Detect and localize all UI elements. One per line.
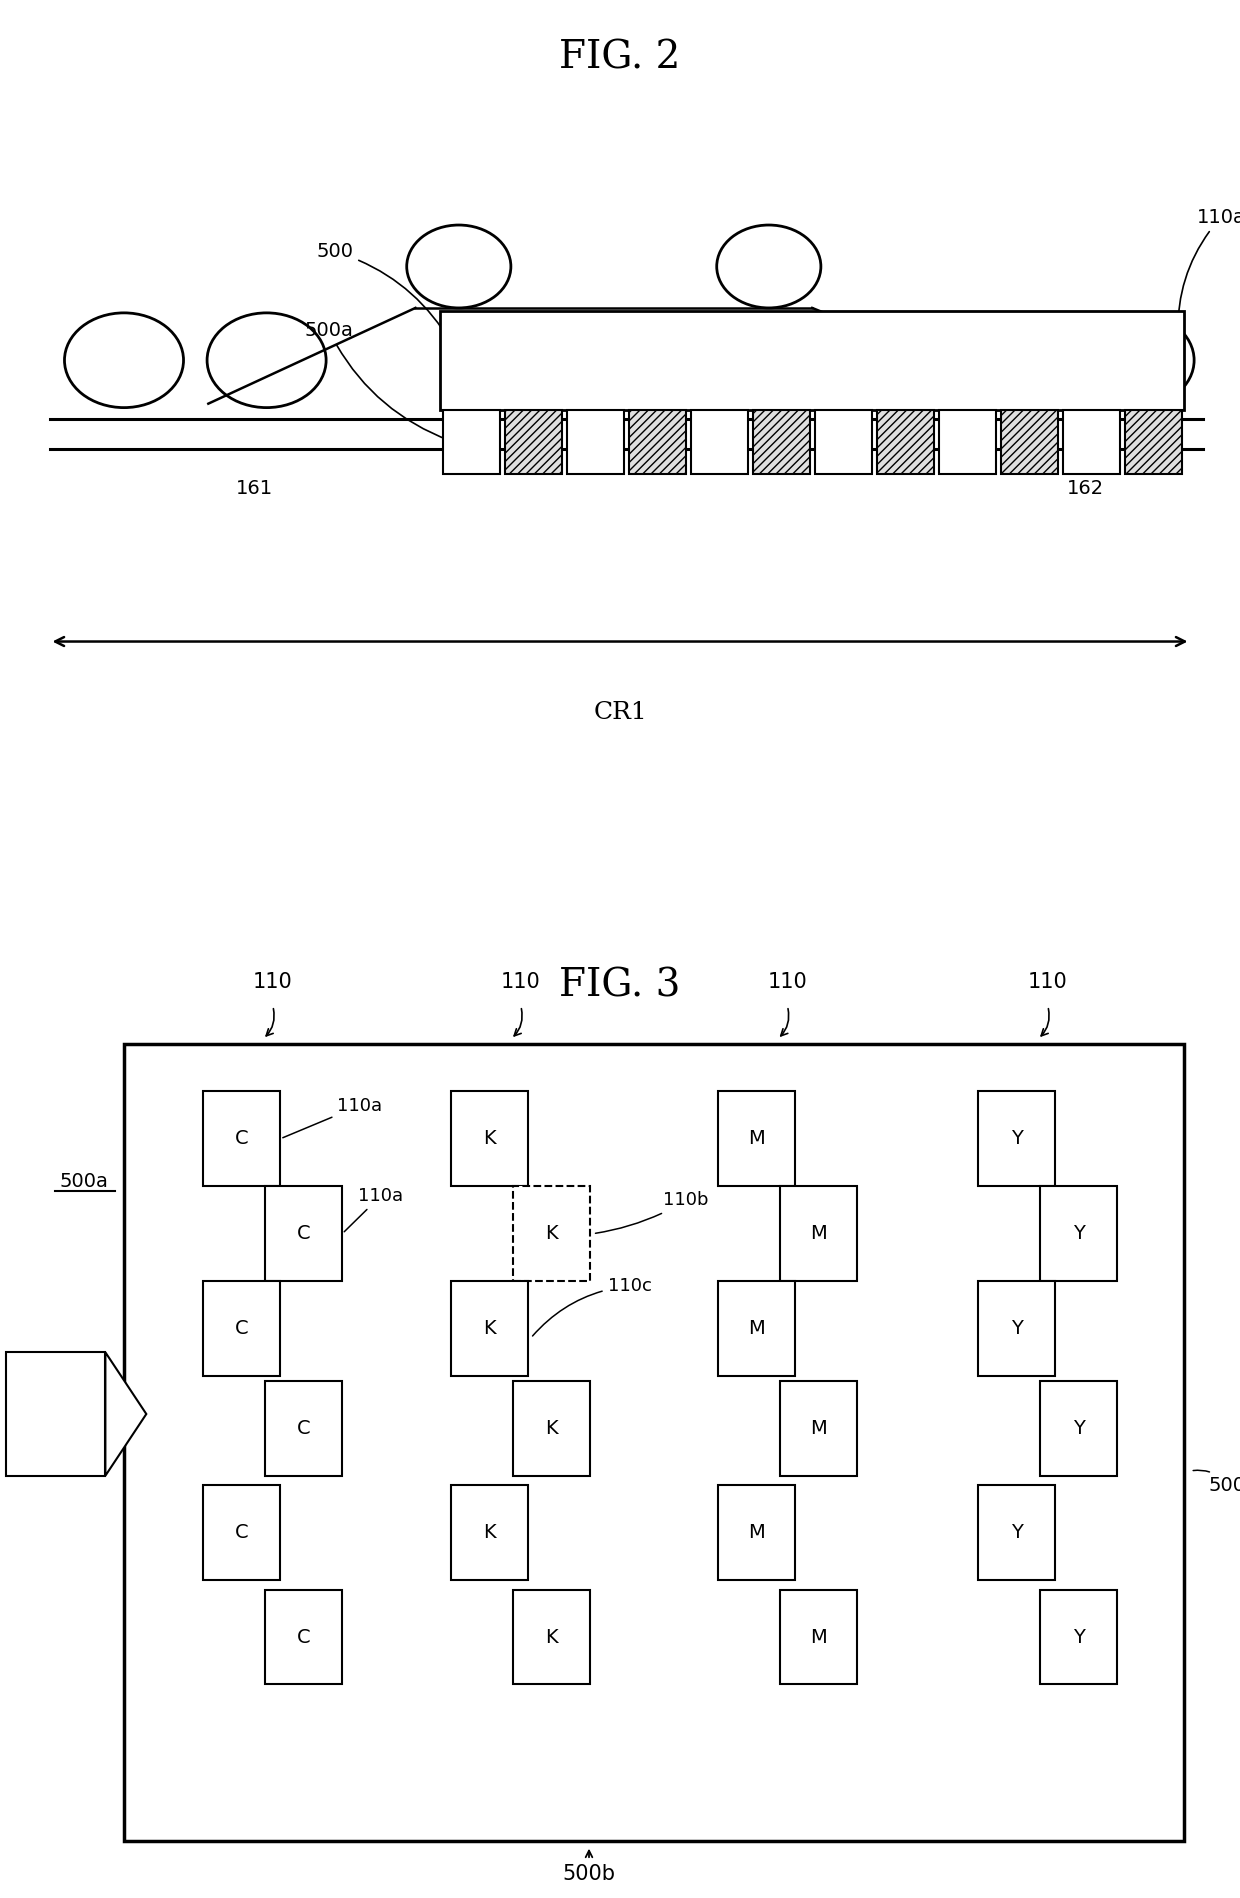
- Bar: [203, 1091, 280, 1186]
- Text: M: M: [810, 1224, 827, 1243]
- Text: Y: Y: [1011, 1522, 1023, 1543]
- Bar: [1040, 1186, 1117, 1281]
- Text: M: M: [748, 1129, 765, 1148]
- Text: C: C: [298, 1224, 310, 1243]
- Text: M: M: [810, 1418, 827, 1439]
- Bar: [1040, 1589, 1117, 1685]
- Bar: [505, 410, 562, 474]
- Text: 110a: 110a: [345, 1186, 403, 1232]
- Text: FIG. 3: FIG. 3: [559, 968, 681, 1004]
- Bar: [780, 1186, 857, 1281]
- Bar: [718, 1484, 795, 1579]
- Text: K: K: [546, 1418, 558, 1439]
- Bar: [513, 1186, 590, 1281]
- Text: Y: Y: [1073, 1627, 1085, 1647]
- Bar: [124, 1044, 1184, 1841]
- Text: 110: 110: [768, 972, 807, 993]
- Bar: [978, 1484, 1055, 1579]
- Text: 160: 160: [1017, 342, 1054, 361]
- Bar: [451, 1281, 528, 1376]
- Bar: [1040, 1382, 1117, 1477]
- Bar: [451, 1091, 528, 1186]
- Bar: [203, 1281, 280, 1376]
- Text: TD: TD: [41, 1405, 71, 1424]
- Bar: [815, 410, 872, 474]
- Text: K: K: [546, 1224, 558, 1243]
- Bar: [753, 410, 810, 474]
- Text: K: K: [546, 1627, 558, 1647]
- Text: M: M: [810, 1627, 827, 1647]
- Bar: [203, 1484, 280, 1579]
- Text: 500b: 500b: [515, 345, 564, 364]
- Text: Y: Y: [1073, 1224, 1085, 1243]
- Text: M: M: [748, 1319, 765, 1338]
- Text: 110a: 110a: [1178, 207, 1240, 332]
- Bar: [6, 1351, 105, 1477]
- Bar: [513, 1589, 590, 1685]
- Bar: [939, 410, 996, 474]
- Text: Y: Y: [1073, 1418, 1085, 1439]
- Bar: [780, 1382, 857, 1477]
- Bar: [780, 1589, 857, 1685]
- Text: 500a: 500a: [305, 321, 450, 440]
- Text: 110: 110: [253, 972, 293, 993]
- Bar: [451, 1484, 528, 1579]
- Text: 110b: 110b: [595, 1192, 709, 1234]
- Bar: [265, 1589, 342, 1685]
- Text: 500: 500: [316, 243, 451, 344]
- Bar: [567, 410, 624, 474]
- Bar: [1125, 410, 1182, 474]
- Text: K: K: [484, 1319, 496, 1338]
- Text: 162: 162: [1066, 478, 1104, 497]
- Text: FIG. 2: FIG. 2: [559, 40, 681, 76]
- Bar: [443, 410, 500, 474]
- Text: Y: Y: [1011, 1129, 1023, 1148]
- Bar: [877, 410, 934, 474]
- Bar: [1063, 410, 1120, 474]
- Bar: [265, 1186, 342, 1281]
- Bar: [629, 410, 686, 474]
- Text: K: K: [484, 1129, 496, 1148]
- Text: K: K: [484, 1522, 496, 1543]
- Text: C: C: [298, 1418, 310, 1439]
- Text: 110c: 110c: [532, 1277, 651, 1336]
- Bar: [978, 1281, 1055, 1376]
- Bar: [718, 1091, 795, 1186]
- Bar: [440, 311, 1184, 410]
- Text: M: M: [748, 1522, 765, 1543]
- Text: 161: 161: [236, 478, 273, 497]
- Text: C: C: [236, 1522, 248, 1543]
- Text: Y: Y: [1011, 1319, 1023, 1338]
- Bar: [265, 1382, 342, 1477]
- Text: CR1: CR1: [593, 700, 647, 723]
- Bar: [718, 1281, 795, 1376]
- Bar: [978, 1091, 1055, 1186]
- Text: 110: 110: [1028, 972, 1068, 993]
- Text: C: C: [236, 1319, 248, 1338]
- Text: 500b: 500b: [563, 1864, 615, 1885]
- Text: C: C: [298, 1627, 310, 1647]
- Bar: [513, 1382, 590, 1477]
- Polygon shape: [105, 1351, 146, 1477]
- Text: 110: 110: [501, 972, 541, 993]
- Bar: [1001, 410, 1058, 474]
- Text: 110a: 110a: [283, 1097, 382, 1137]
- Bar: [691, 410, 748, 474]
- Text: C: C: [236, 1129, 248, 1148]
- Text: 500a: 500a: [60, 1171, 109, 1192]
- Text: 500: 500: [1193, 1471, 1240, 1496]
